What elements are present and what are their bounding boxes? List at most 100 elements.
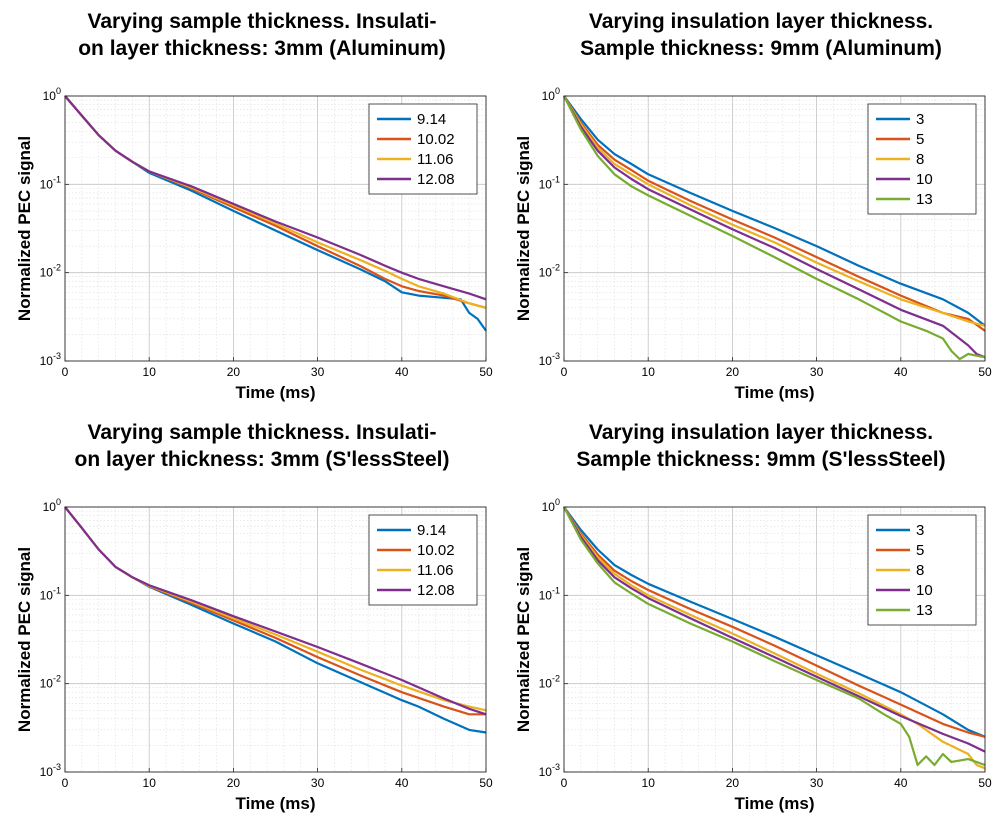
- y-tick-exponent: -3: [53, 762, 61, 772]
- y-tick-label: 10-1: [539, 174, 560, 191]
- y-tick-label: 10-1: [40, 174, 61, 191]
- series-line-8: [563, 95, 986, 327]
- chart-title-line: Sample thickness: 9mm (Aluminum): [580, 37, 942, 60]
- x-tick-label: 30: [311, 776, 325, 790]
- y-tick-label: 10-3: [40, 762, 61, 779]
- y-axis-label: Normalized PEC signal: [15, 136, 34, 321]
- y-tick-label: 10-2: [539, 263, 560, 280]
- legend-label-11.06: 11.06: [417, 151, 453, 168]
- series-line-8: [563, 506, 986, 770]
- x-tick-label: 0: [561, 776, 568, 790]
- x-tick-label: 50: [479, 776, 493, 790]
- chart-title-line: on layer thickness: 3mm (Aluminum): [78, 37, 446, 60]
- y-tick-exponent: -1: [552, 585, 560, 595]
- x-axis-label: Time (ms): [236, 794, 316, 813]
- x-axis-ticks: 0 10 20 30 40 50: [62, 768, 493, 790]
- x-tick-label: 30: [311, 365, 325, 379]
- legend-label-5: 5: [916, 131, 924, 148]
- y-tick-base: 10: [539, 677, 553, 691]
- y-tick-label: 10-1: [40, 585, 61, 602]
- y-tick-label: 10-2: [539, 674, 560, 691]
- y-axis-label: Normalized PEC signal: [514, 136, 533, 321]
- chart-title: Varying insulation layer thickness. Sampl…: [576, 421, 945, 471]
- x-tick-label: 40: [395, 776, 409, 790]
- y-tick-base: 10: [43, 500, 57, 514]
- x-tick-label: 30: [810, 776, 824, 790]
- y-tick-label: 10-2: [40, 674, 61, 691]
- series-line-10: [563, 506, 986, 753]
- y-tick-base: 10: [542, 89, 556, 103]
- legend-label-8: 8: [916, 151, 924, 168]
- chart-title: Varying sample thickness. Insulati-on la…: [75, 421, 450, 471]
- x-tick-label: 10: [642, 365, 656, 379]
- legend-label-9.14: 9.14: [417, 522, 446, 539]
- x-tick-label: 20: [726, 776, 740, 790]
- series-line-10: [563, 95, 986, 359]
- x-tick-label: 40: [395, 365, 409, 379]
- x-axis-ticks: 0 10 20 30 40 50: [561, 768, 992, 790]
- chart-title: Varying insulation layer thickness. Sampl…: [580, 10, 942, 60]
- legend-label-12.08: 12.08: [417, 582, 455, 599]
- y-tick-base: 10: [539, 354, 553, 368]
- y-tick-label: 10-3: [539, 762, 560, 779]
- y-tick-base: 10: [40, 765, 54, 779]
- y-tick-exponent: -1: [53, 174, 61, 184]
- series-line-5: [563, 95, 986, 332]
- axes-box: [563, 95, 986, 362]
- y-tick-exponent: -3: [552, 351, 560, 361]
- y-tick-base: 10: [40, 177, 54, 191]
- x-axis-label: Time (ms): [735, 794, 815, 813]
- legend-label-8: 8: [916, 562, 924, 579]
- y-tick-base: 10: [40, 588, 54, 602]
- chart-title-line: Sample thickness: 9mm (S'lessSteel): [576, 448, 945, 471]
- y-tick-base: 10: [40, 354, 54, 368]
- y-tick-exponent: -1: [552, 174, 560, 184]
- x-tick-label: 20: [227, 776, 241, 790]
- y-tick-label: 100: [542, 497, 560, 514]
- y-axis-label: Normalized PEC signal: [514, 547, 533, 732]
- y-tick-base: 10: [539, 266, 553, 280]
- series-line-3: [563, 95, 986, 327]
- y-tick-exponent: -3: [552, 762, 560, 772]
- y-tick-label: 100: [43, 497, 61, 514]
- chart-title: Varying sample thickness. Insulati-on la…: [78, 10, 446, 60]
- y-tick-base: 10: [43, 89, 57, 103]
- x-tick-label: 50: [978, 776, 992, 790]
- chart-title-line: Varying sample thickness. Insulati-: [88, 10, 437, 33]
- y-tick-exponent: 0: [56, 86, 61, 96]
- x-axis-label: Time (ms): [236, 383, 316, 402]
- y-tick-label: 100: [542, 86, 560, 103]
- y-tick-exponent: -1: [53, 585, 61, 595]
- y-tick-label: 10-3: [539, 351, 560, 368]
- legend-label-10.02: 10.02: [417, 542, 455, 559]
- series-line-13: [563, 506, 986, 767]
- y-tick-base: 10: [542, 500, 556, 514]
- x-tick-label: 0: [561, 365, 568, 379]
- x-tick-label: 10: [642, 776, 656, 790]
- legend-label-10: 10: [916, 171, 933, 188]
- series-lines: [563, 95, 986, 361]
- series-line-13: [563, 95, 986, 361]
- y-tick-exponent: 0: [555, 497, 560, 507]
- legend-label-10.02: 10.02: [417, 131, 455, 148]
- chart-title-line: Varying insulation layer thickness.: [589, 10, 933, 33]
- y-tick-label: 10-1: [539, 585, 560, 602]
- axes-box: [64, 95, 487, 362]
- legend-label-10: 10: [916, 582, 933, 599]
- series-lines: [64, 506, 487, 734]
- axes-box: [64, 506, 487, 773]
- y-tick-base: 10: [539, 765, 553, 779]
- legend: 3 5 8 10 13: [867, 103, 977, 215]
- y-tick-label: 100: [43, 86, 61, 103]
- x-axis-ticks: 0 10 20 30 40 50: [561, 357, 992, 379]
- series-line-5: [563, 506, 986, 738]
- y-tick-base: 10: [40, 266, 54, 280]
- legend-label-3: 3: [916, 111, 924, 128]
- chart-panel-steel-insulation-thickness: 0 10 20 30 40 50 100 10-1 10-2 10-3 Varying insula…: [499, 411, 998, 822]
- x-tick-label: 0: [62, 365, 69, 379]
